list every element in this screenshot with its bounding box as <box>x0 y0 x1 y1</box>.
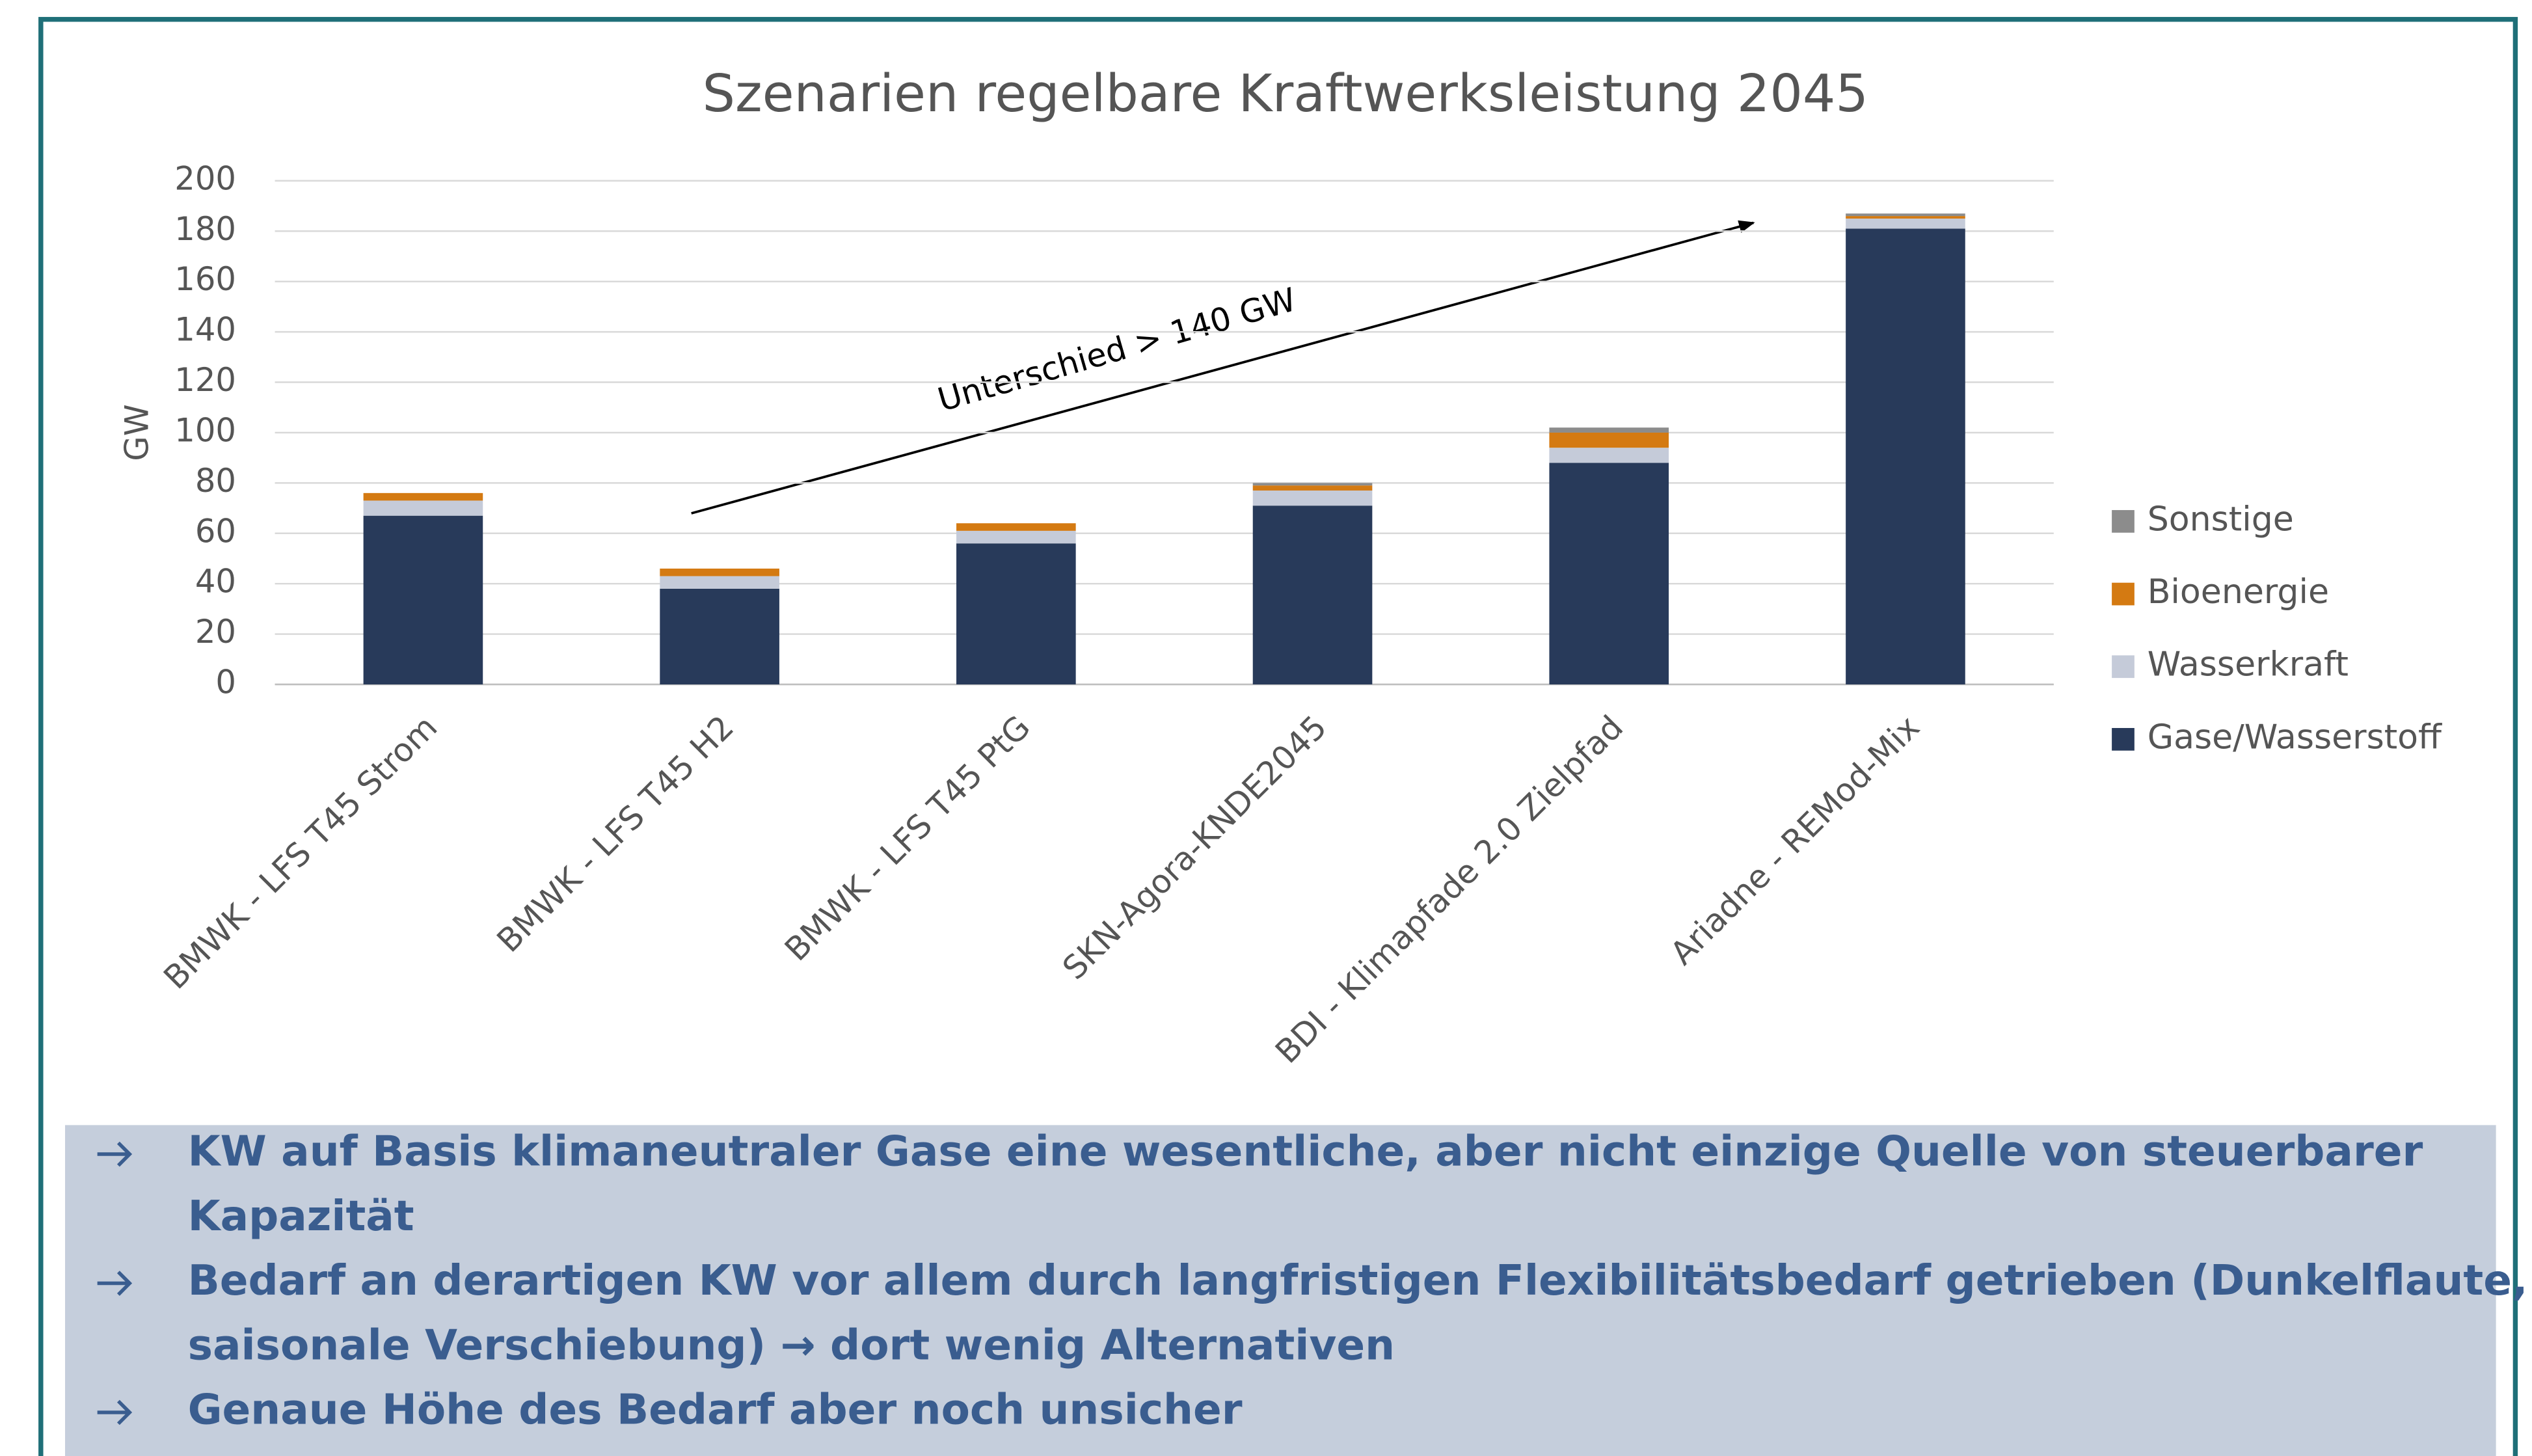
bullet-arrow <box>97 1271 133 1296</box>
y-axis-label: GW <box>118 404 156 461</box>
y-tick-label: 0 <box>215 664 236 701</box>
bar-segment <box>1846 228 1965 685</box>
bar-segment <box>1846 213 1965 217</box>
bar-segment <box>1252 506 1373 685</box>
legend-label: Wasserkraft <box>2148 645 2349 684</box>
text-box <box>65 1125 2496 1456</box>
y-tick-label: 180 <box>174 210 236 248</box>
bar-segment <box>363 515 483 685</box>
legend-swatch <box>2112 728 2135 751</box>
bar-segment <box>1252 490 1373 506</box>
bullet-arrow <box>97 1399 133 1425</box>
chart-title: Szenarien regelbare Kraftwerksleistung 2… <box>703 63 1868 124</box>
y-tick-label: 80 <box>195 462 236 500</box>
bar-segment <box>1549 463 1669 685</box>
y-tick-label: 120 <box>174 361 236 399</box>
bullet-text: saisonale Verschiebung) → dort wenig Alt… <box>188 1321 1395 1369</box>
bullet-text: Kapazität <box>188 1192 414 1241</box>
y-tick-label: 20 <box>195 613 236 651</box>
y-tick-label: 60 <box>195 512 236 550</box>
bar-segment <box>1252 485 1373 491</box>
bar-segment <box>1846 218 1965 229</box>
legend-swatch <box>2112 510 2135 533</box>
bar-segment <box>363 492 483 501</box>
legend-label: Gase/Wasserstoff <box>2148 718 2442 757</box>
bar-segment <box>1252 483 1373 486</box>
bar-segment <box>660 588 779 685</box>
bullet-arrow <box>97 1141 133 1167</box>
legend-swatch <box>2112 655 2135 679</box>
bar-segment <box>956 530 1076 544</box>
bullet-text: Genaue Höhe des Bedarf aber noch unsiche… <box>188 1386 1243 1435</box>
y-tick-label: 160 <box>174 260 236 298</box>
legend-label: Bioenergie <box>2148 573 2329 612</box>
y-tick-label: 40 <box>195 563 236 600</box>
arrow <box>691 220 1755 515</box>
bar-segment <box>1549 448 1669 463</box>
bar-segment <box>1549 427 1669 433</box>
bar-segment <box>660 576 779 589</box>
y-tick-label: 200 <box>174 159 236 197</box>
bar-segment <box>660 568 779 576</box>
legend-label: Sonstige <box>2148 500 2294 539</box>
legend-swatch <box>2112 582 2135 606</box>
bar-segment <box>1846 216 1965 219</box>
y-tick-label: 140 <box>174 311 236 349</box>
bar-segment <box>363 500 483 516</box>
bullet-text: Bedarf an derartigen KW vor allem durch … <box>188 1256 2528 1305</box>
bullet-text: KW auf Basis klimaneutraler Gase eine we… <box>188 1127 2423 1176</box>
y-tick-label: 100 <box>174 411 236 449</box>
bar-segment <box>1549 432 1669 448</box>
bar-segment <box>956 523 1076 531</box>
bar-segment <box>956 543 1076 685</box>
